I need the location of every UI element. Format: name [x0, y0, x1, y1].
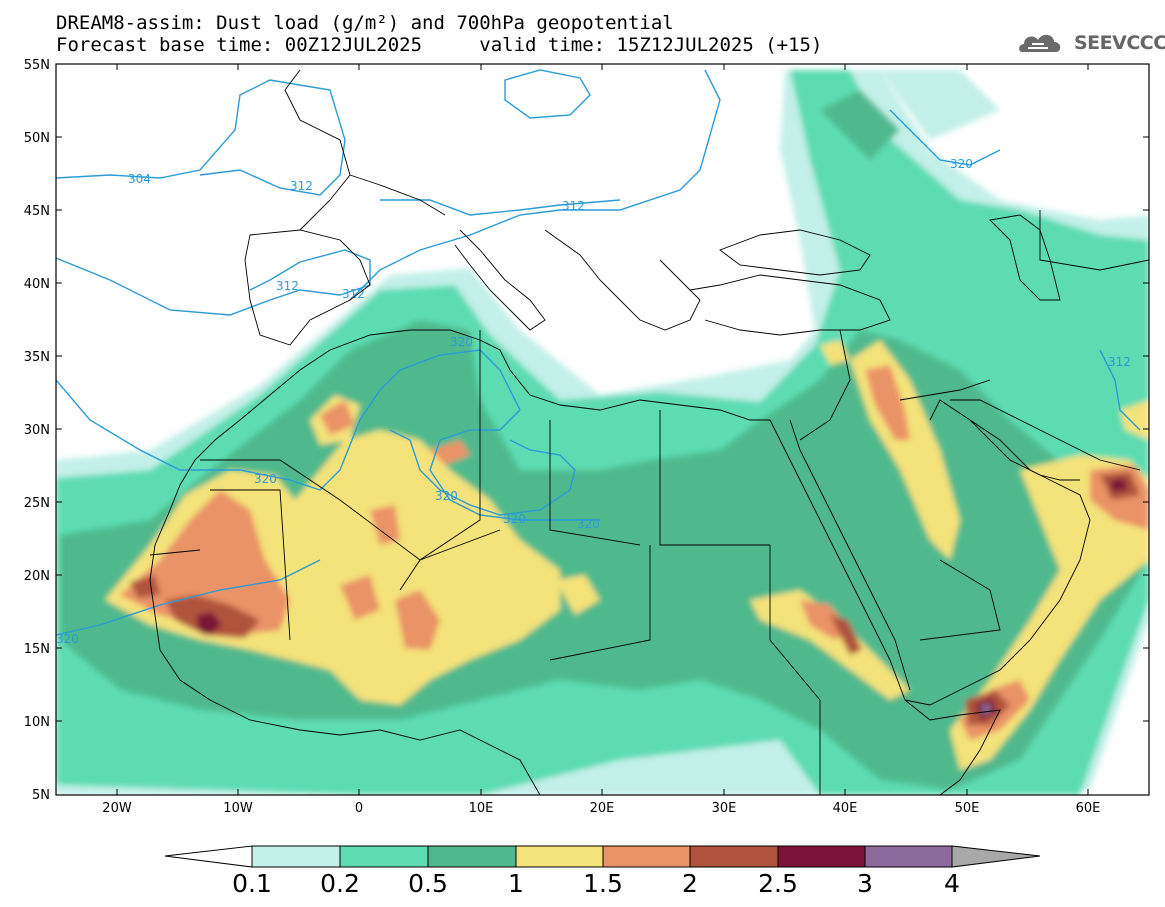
colorbar-swatch — [251, 845, 341, 868]
lon-tick-label: 10E — [469, 801, 494, 816]
lat-tick-label: 5N — [32, 788, 50, 803]
colorbar-swatch — [339, 845, 429, 868]
contour-label: 320 — [56, 632, 79, 646]
colorbar-label: 1.5 — [583, 869, 623, 898]
colorbar-swatch — [427, 845, 517, 868]
lat-tick-label: 20N — [24, 569, 50, 584]
contour-label: 320 — [450, 335, 473, 349]
colorbar-swatch — [864, 845, 953, 868]
colorbar-label: 4 — [944, 869, 960, 898]
contour-label: 312 — [342, 287, 365, 301]
lat-tick-label: 10N — [24, 715, 50, 730]
base-time-label: Forecast base time: 00Z12JUL2025 — [56, 34, 423, 56]
lon-tick-label: 20W — [102, 801, 132, 816]
colorbar-swatch — [515, 845, 604, 868]
colorbar-label: 1 — [508, 869, 524, 898]
contour-label: 304 — [128, 172, 151, 186]
chart-subtitle: Forecast base time: 00Z12JUL2025 valid t… — [56, 35, 822, 55]
colorbar-label: 0.5 — [408, 869, 448, 898]
contour-label: 320 — [254, 472, 277, 486]
colorbar-label: 2 — [682, 869, 698, 898]
contour-label: 312 — [276, 279, 299, 293]
contour-label: 312 — [290, 179, 313, 193]
contour-label: 312 — [562, 199, 585, 213]
lon-tick-label: 10W — [223, 801, 253, 816]
colorbar-high-arrow — [951, 845, 1041, 868]
colorbar-label: 0.2 — [320, 869, 360, 898]
lon-tick-label: 30E — [712, 801, 737, 816]
logo-text: SEEVCCC — [1074, 32, 1165, 54]
colorbar-label: 3 — [857, 869, 873, 898]
colorbar-swatch — [602, 845, 691, 868]
colorbar — [164, 845, 1041, 868]
contour-label: 320 — [435, 489, 458, 503]
lon-axis: 20W 10W 0 10E 20E 30E 40E 50E 60E — [102, 64, 1100, 816]
seevccc-logo-icon — [1019, 34, 1061, 52]
valid-time-label: valid time: 15Z12JUL2025 (+15) — [479, 34, 823, 56]
colorbar-label: 0.1 — [232, 869, 272, 898]
lon-tick-label: 0 — [355, 801, 363, 816]
coastlines — [149, 69, 1149, 795]
dust-level-2.5 — [197, 478, 1128, 720]
geopotential-contours — [56, 69, 1141, 636]
lat-tick-label: 25N — [24, 496, 50, 511]
lat-tick-label: 15N — [24, 642, 50, 657]
colorbar-swatch — [777, 845, 866, 868]
lat-axis: 55N 50N 45N 40N 35N 30N 25N 20N 15N 10N … — [24, 58, 1149, 803]
lon-tick-label: 20E — [590, 801, 615, 816]
contour-label: 320 — [950, 157, 973, 171]
contour-label: 320 — [503, 512, 526, 526]
lon-tick-label: 40E — [833, 801, 858, 816]
lat-tick-label: 40N — [24, 277, 50, 292]
lon-tick-label: 60E — [1076, 801, 1101, 816]
colorbar-label: 2.5 — [758, 869, 798, 898]
contour-labels: 304 312 312 312 312 320 320 320 320 320 … — [56, 157, 1131, 646]
lat-tick-label: 45N — [24, 204, 50, 219]
lat-tick-label: 50N — [24, 131, 50, 146]
lat-tick-label: 55N — [24, 58, 50, 73]
colorbar-low-arrow — [164, 845, 253, 868]
chart-title: DREAM8-assim: Dust load (g/m²) and 700hP… — [56, 12, 674, 34]
contour-label: 312 — [1108, 355, 1131, 369]
colorbar-swatch — [689, 845, 779, 868]
lat-tick-label: 35N — [24, 350, 50, 365]
contour-label: 320 — [577, 517, 600, 531]
lat-tick-label: 30N — [24, 423, 50, 438]
lon-tick-label: 50E — [955, 801, 980, 816]
